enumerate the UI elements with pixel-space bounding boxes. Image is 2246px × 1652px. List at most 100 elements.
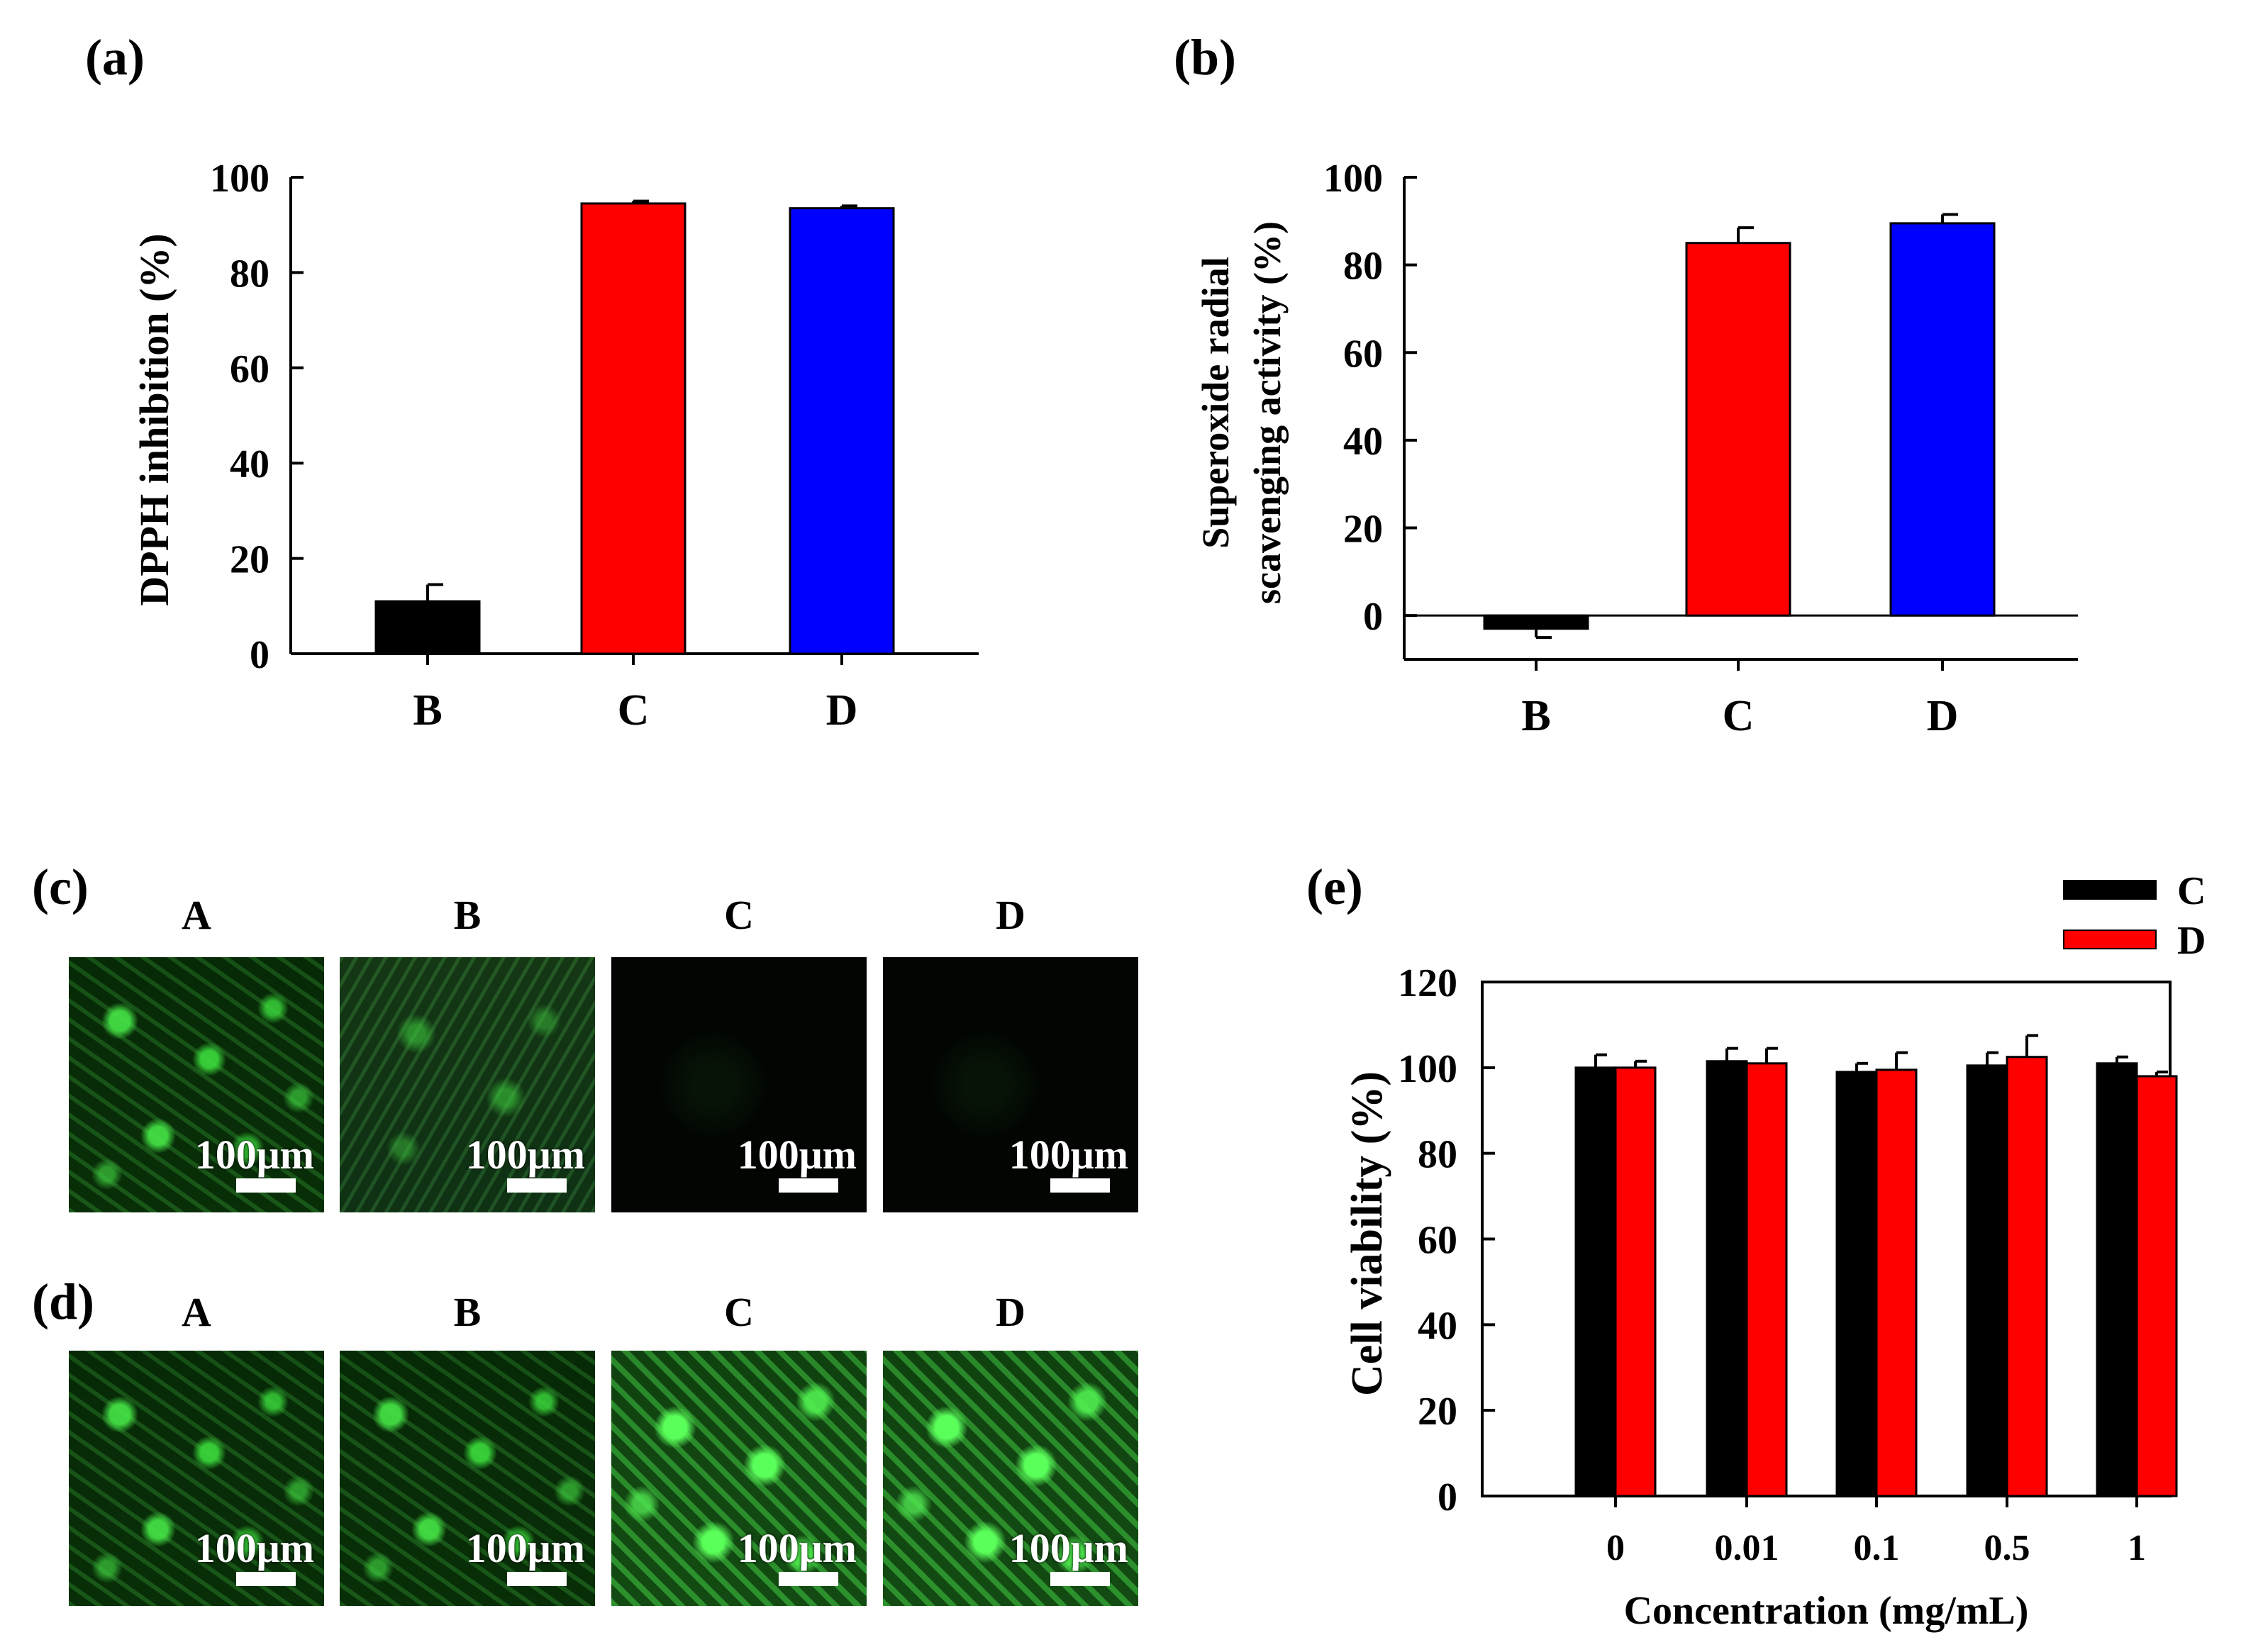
chart-e-bar-D-0 <box>1614 1066 1657 1497</box>
panel-a-label: (a) <box>85 29 145 86</box>
panel-d-image-title: B <box>453 1289 482 1335</box>
chart-e-ytick-label: 0 <box>1438 1475 1457 1519</box>
chart-e-bar-C-0.1 <box>1835 1071 1878 1497</box>
panel-c-fluorescence-image: 100μm <box>69 957 324 1212</box>
chart-a-bar-C <box>580 202 686 655</box>
chart-e-bar-D-1 <box>2135 1075 2178 1497</box>
chart-e-ytick-label: 20 <box>1418 1390 1457 1434</box>
chart-e-legend-swatch-C <box>2063 880 2157 900</box>
chart-e-bar-D-0.5 <box>2006 1056 2048 1497</box>
chart-b-ytick-label: 80 <box>1343 245 1383 289</box>
panel-d-image-title: C <box>724 1289 754 1335</box>
scale-bar <box>1050 1178 1110 1193</box>
chart-b-bar-B <box>1483 614 1589 630</box>
chart-b-bar-C <box>1685 242 1791 617</box>
scale-bar <box>236 1178 296 1193</box>
fluorescence-field <box>69 1351 324 1606</box>
panel-d-fluorescence-image: 100μm <box>611 1351 867 1606</box>
chart-e-legend-swatch-D <box>2063 930 2157 949</box>
chart-e-bar-D-0.01 <box>1745 1062 1788 1497</box>
scale-bar-label: 100μm <box>194 1525 314 1571</box>
chart-e-legend-label-C: C <box>2177 869 2206 913</box>
chart-e-legend-label-D: D <box>2177 919 2206 963</box>
panel-d-fluorescence-image: 100μm <box>340 1351 595 1606</box>
chart-e-ytick-label: 120 <box>1398 961 1457 1005</box>
chart-e-bar-C-0 <box>1574 1066 1617 1497</box>
scale-bar-label: 100μm <box>465 1132 585 1178</box>
scale-bar-label: 100μm <box>465 1525 585 1571</box>
chart-a-xtick-label: D <box>826 686 858 735</box>
chart-a-bar-B <box>374 600 481 655</box>
panel-d-image-title: D <box>996 1289 1025 1335</box>
chart-a-xtick-label: C <box>618 686 650 735</box>
chart-e-ytick-label: 100 <box>1398 1047 1457 1091</box>
fluorescence-field <box>883 1351 1138 1606</box>
chart-a-ytick-label: 40 <box>230 442 269 486</box>
chart-b-ytick-label: 40 <box>1343 420 1383 464</box>
chart-e-xtick-label: 0.5 <box>1984 1528 2030 1568</box>
chart-b-ytick-label: 0 <box>1363 595 1383 639</box>
fluorescence-field <box>611 1351 867 1606</box>
panel-b-label: (b) <box>1174 29 1236 86</box>
panel-c-image-title: B <box>453 892 482 938</box>
scale-bar <box>779 1178 838 1193</box>
chart-a-ytick-label: 20 <box>230 538 269 582</box>
fluorescence-field <box>340 957 595 1212</box>
scale-bar <box>236 1572 296 1586</box>
chart-a-ytick-label: 60 <box>230 347 269 391</box>
chart-b-ylabel-line2: scavenging activity (%) <box>1246 221 1289 604</box>
chart-e-ytick-label: 60 <box>1418 1219 1457 1263</box>
panel-d-image-title: A <box>182 1289 211 1335</box>
chart-a-ytick-label: 100 <box>210 157 269 201</box>
panel-c-image-title: C <box>724 892 754 938</box>
chart-b-xtick-label: D <box>1927 692 1959 740</box>
chart-b-bar-D <box>1889 222 1996 617</box>
chart-e-xtick-label: 0 <box>1606 1528 1625 1568</box>
scale-bar-label: 100μm <box>1008 1525 1128 1571</box>
panel-c-fluorescence-image: 100μm <box>340 957 595 1212</box>
scale-bar <box>779 1572 838 1586</box>
chart-e-xtick-label: 0.1 <box>1854 1528 1900 1568</box>
scale-bar-label: 100μm <box>194 1132 314 1178</box>
scale-bar <box>507 1178 567 1193</box>
panel-e-label: (e) <box>1306 859 1363 915</box>
chart-e-bar-C-0.01 <box>1706 1060 1748 1497</box>
chart-e-ytick-label: 40 <box>1418 1304 1457 1348</box>
panel-c-image-title: D <box>996 892 1025 938</box>
chart-a-ytick-label: 80 <box>230 252 269 296</box>
chart-e-xtick-label: 1 <box>2128 1528 2146 1568</box>
chart-e-ylabel: Cell viability (%) <box>1343 1071 1391 1396</box>
chart-e-bar-D-0.1 <box>1875 1068 1918 1497</box>
chart-b-ytick-label: 60 <box>1343 332 1383 376</box>
chart-a-ytick-label: 0 <box>250 633 269 677</box>
chart-a-xtick-label: B <box>413 686 442 735</box>
scale-bar-label: 100μm <box>737 1525 857 1571</box>
fluorescence-field <box>883 957 1138 1212</box>
scale-bar-label: 100μm <box>1008 1132 1128 1178</box>
chart-e-xtick-label: 0.01 <box>1715 1528 1779 1568</box>
panel-c-fluorescence-image: 100μm <box>611 957 867 1212</box>
chart-b-xtick-label: B <box>1521 692 1550 740</box>
panel-d-fluorescence-image: 100μm <box>883 1351 1138 1606</box>
panel-c-image-title: A <box>182 892 211 938</box>
scale-bar <box>507 1572 567 1586</box>
panel-d-fluorescence-image: 100μm <box>69 1351 324 1606</box>
chart-e-bar-C-1 <box>2096 1062 2138 1497</box>
panel-c-fluorescence-image: 100μm <box>883 957 1138 1212</box>
chart-b-ytick-label: 20 <box>1343 508 1383 552</box>
scale-bar <box>1050 1572 1110 1586</box>
panel-d-label: (d) <box>32 1273 94 1330</box>
fluorescence-field <box>611 957 867 1212</box>
scale-bar-label: 100μm <box>737 1132 857 1178</box>
chart-b-ytick-label: 100 <box>1323 157 1383 201</box>
chart-b-xtick-label: C <box>1723 692 1755 740</box>
chart-b-ylabel-line1: Superoxide radial <box>1194 257 1237 549</box>
chart-a-bar-D <box>789 207 895 655</box>
fluorescence-field <box>340 1351 595 1606</box>
fluorescence-field <box>69 957 324 1212</box>
chart-e-xlabel: Concentration (mg/mL) <box>1624 1589 2029 1633</box>
panel-c-label: (c) <box>32 859 89 915</box>
chart-a-ylabel: DPPH inhibition (%) <box>131 233 177 605</box>
chart-e-bar-C-0.5 <box>1966 1064 2008 1497</box>
